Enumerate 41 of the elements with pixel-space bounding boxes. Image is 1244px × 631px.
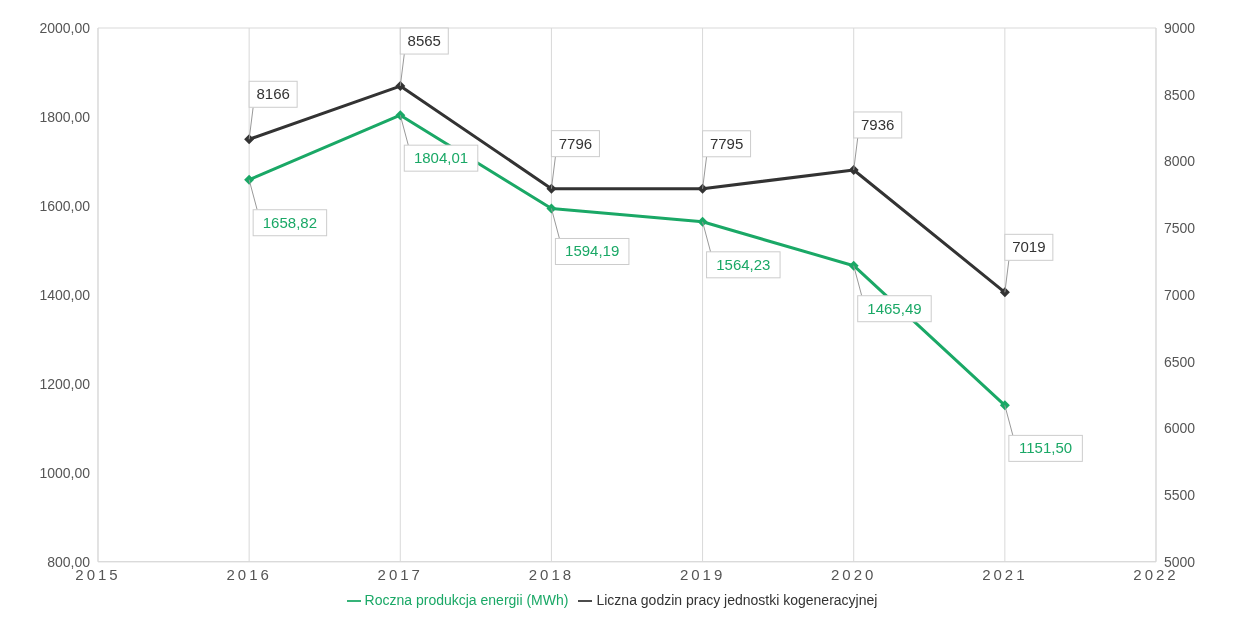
y2-tick-label: 6500 <box>1164 353 1196 370</box>
data-label: 1465,49 <box>867 299 922 317</box>
y-tick-label: 2000,00 <box>39 19 91 36</box>
y2-tick-label: 5500 <box>1164 486 1196 503</box>
legend-label: Liczna godzin pracy jednostki kogeneracyjnej <box>596 591 878 608</box>
data-label: 1804,01 <box>413 149 469 167</box>
point <box>395 81 406 92</box>
y2-tick-label: 7000 <box>1164 286 1196 303</box>
data-label: 7936 <box>861 115 895 133</box>
point <box>848 260 859 271</box>
y-tick-label: 1600,00 <box>39 197 91 214</box>
y-tick-label: 1200,00 <box>39 375 91 392</box>
y2-tick-label: 9000 <box>1164 19 1196 36</box>
legend-label: Roczna produkcja energii (MWh) <box>364 591 569 608</box>
point <box>697 216 708 227</box>
data-label: 1594,19 <box>565 242 620 260</box>
y-tick-label: 1000,00 <box>39 464 91 481</box>
y2-tick-label: 8500 <box>1164 86 1196 103</box>
point <box>546 183 557 194</box>
data-label: 1564,23 <box>716 255 771 273</box>
data-label: 1658,82 <box>262 213 318 231</box>
x-tick-label: 2020 <box>831 566 877 584</box>
x-tick-label: 2017 <box>377 566 423 584</box>
data-label: 7795 <box>709 134 744 152</box>
data-label: 1151,50 <box>1019 439 1073 457</box>
y-tick-label: 1800,00 <box>39 108 91 125</box>
x-tick-label: 2021 <box>982 566 1028 584</box>
y2-tick-label: 6000 <box>1164 420 1196 437</box>
y2-tick-label: 8000 <box>1164 153 1196 170</box>
data-label: 7019 <box>1012 238 1046 256</box>
y-tick-label: 1400,00 <box>39 286 91 303</box>
data-label: 8565 <box>407 32 441 50</box>
x-tick-label: 2019 <box>679 566 726 584</box>
point <box>244 174 255 185</box>
point <box>546 203 557 214</box>
data-label: 7796 <box>558 134 593 152</box>
point <box>244 134 255 145</box>
data-label: 8166 <box>256 85 290 103</box>
x-tick-label: 2016 <box>226 566 272 584</box>
y2-tick-label: 7500 <box>1164 220 1196 237</box>
x-tick-label: 2018 <box>528 566 575 584</box>
